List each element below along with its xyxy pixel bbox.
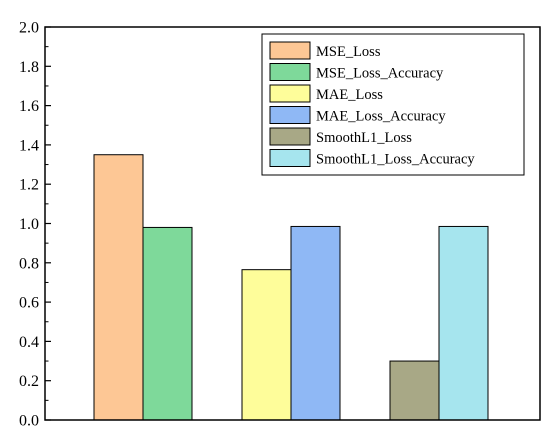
y-tick-label: 0.4 bbox=[19, 334, 39, 351]
bar-mae-loss bbox=[241, 269, 292, 421]
y-axis: 0.0 0.2 0.4 0.6 0.8 1.0 1.2 1.4 1.6 1.8 2.0 bbox=[19, 20, 51, 430]
bar-smoothl1-loss bbox=[389, 360, 440, 421]
bar-mse-loss-accuracy bbox=[142, 226, 193, 421]
legend-swatch bbox=[269, 106, 311, 124]
legend-swatch bbox=[269, 84, 311, 103]
y-tick-label: 1.6 bbox=[19, 98, 39, 115]
legend-swatch bbox=[269, 41, 311, 60]
bars-layer bbox=[93, 154, 489, 421]
legend-label: MSE_Loss_Accuracy bbox=[316, 66, 444, 82]
bar-mse-loss bbox=[93, 154, 144, 421]
y-tick-label: 0.6 bbox=[19, 295, 39, 312]
y-tick-label: 1.2 bbox=[19, 177, 39, 194]
legend: MSE_Loss MSE_Loss_Accuracy MAE_Loss MAE_Los… bbox=[261, 33, 525, 176]
legend-label: SmoothL1_Loss bbox=[316, 130, 412, 146]
y-tick-label: 1.8 bbox=[19, 59, 39, 76]
bar-mae-loss-accuracy bbox=[290, 225, 341, 421]
legend-label: MAE_Loss bbox=[316, 87, 383, 103]
plot-frame bbox=[44, 26, 541, 421]
y-tick-label: 0.0 bbox=[19, 413, 39, 430]
y-tick-label: 0.2 bbox=[19, 373, 39, 390]
bar-smoothl1-loss-accuracy bbox=[438, 225, 489, 421]
legend-label: MSE_Loss bbox=[316, 44, 381, 60]
y-tick-label: 1.4 bbox=[19, 137, 39, 154]
legend-label: MAE_Loss_Accuracy bbox=[316, 109, 446, 125]
y-tick-label: 1.0 bbox=[19, 216, 39, 233]
y-tick-label: 2.0 bbox=[19, 20, 39, 37]
y-tick-label: 0.8 bbox=[19, 255, 39, 272]
legend-swatch bbox=[269, 63, 311, 81]
legend-swatch bbox=[269, 149, 311, 167]
legend-swatch bbox=[269, 127, 311, 146]
legend-label: SmoothL1_Loss_Accuracy bbox=[316, 152, 475, 168]
